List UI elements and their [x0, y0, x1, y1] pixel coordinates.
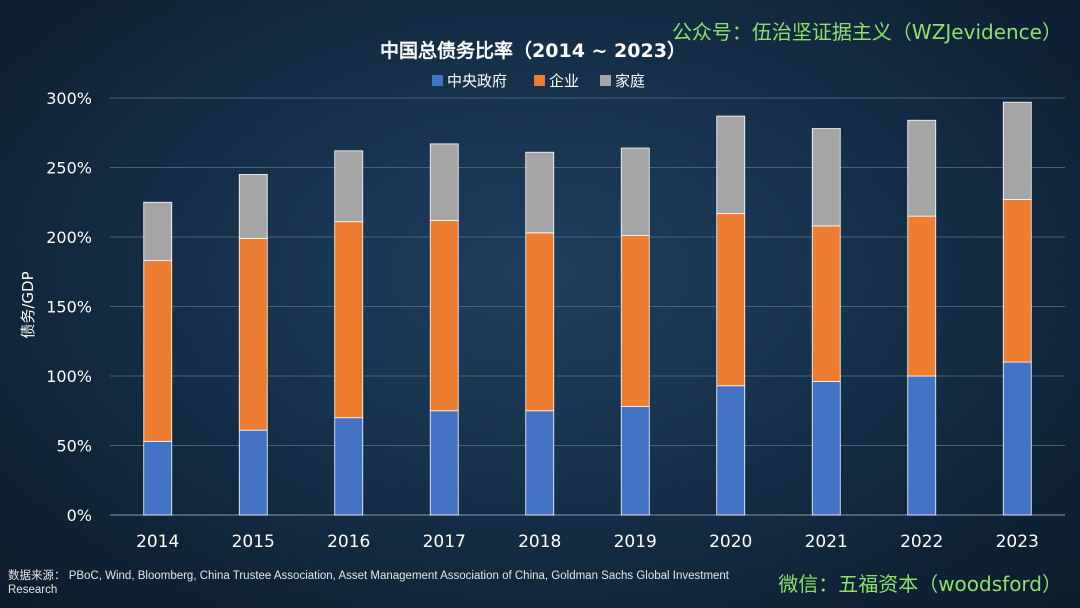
- y-tick-label: 300%: [46, 89, 92, 108]
- legend-label: 家庭: [615, 72, 645, 90]
- x-tick-label: 2014: [136, 532, 179, 552]
- y-tick-label: 200%: [46, 228, 92, 247]
- bar-segment: [716, 212, 746, 387]
- bar-segment: [811, 225, 841, 382]
- x-tick-label: 2017: [423, 532, 466, 552]
- bar-segment: [1002, 199, 1032, 363]
- x-tick-label: 2023: [996, 532, 1039, 552]
- bar-segment: [811, 128, 841, 227]
- bar-segment: [238, 237, 268, 431]
- bar-segment: [1002, 101, 1032, 200]
- x-tick-label: 2019: [614, 532, 657, 552]
- x-tick-label: 2022: [900, 532, 943, 552]
- watermark-top: 公众号：伍治坚证据主义（WZJevidence）: [671, 20, 1062, 44]
- y-tick-label: 250%: [46, 159, 92, 178]
- legend-swatch: [432, 75, 443, 86]
- x-tick-label: 2018: [518, 532, 561, 552]
- bar-segment: [334, 417, 364, 516]
- x-tick-label: 2016: [327, 532, 370, 552]
- bar-segment: [907, 215, 937, 377]
- watermark-bottom: 微信：五福资本（woodsford）: [778, 572, 1062, 596]
- y-tick-label: 50%: [56, 437, 92, 456]
- bar-segment: [143, 201, 173, 262]
- x-tick-label: 2020: [709, 532, 752, 552]
- source-note: 数据来源： PBoC, Wind, Bloomberg, China Trust…: [8, 570, 730, 596]
- gridlines: [110, 97, 1065, 516]
- bars: [143, 101, 1032, 516]
- x-tick-label: 2015: [232, 532, 275, 552]
- bar-segment: [429, 143, 459, 221]
- bar-segment: [620, 235, 650, 407]
- chart-title: 中国总债务比率（2014 ~ 2023）: [380, 39, 686, 62]
- bar-segment: [238, 429, 268, 516]
- y-tick-label: 0%: [67, 506, 92, 525]
- bar-segment: [525, 232, 555, 412]
- bar-segment: [907, 375, 937, 516]
- bar-segment: [334, 150, 364, 223]
- bar-segment: [907, 119, 937, 217]
- bar-segment: [429, 410, 459, 516]
- legend-label: 中央政府: [447, 72, 507, 90]
- chart-legend: 中央政府 企业 家庭: [432, 72, 645, 90]
- bar-segment: [143, 440, 173, 516]
- y-tick-label: 100%: [46, 367, 92, 386]
- bar-segment: [334, 221, 364, 419]
- legend-label: 企业: [549, 72, 579, 90]
- bar-segment: [716, 115, 746, 214]
- bar-segment: [525, 151, 555, 234]
- bar-segment: [429, 219, 459, 412]
- bar-segment: [811, 381, 841, 516]
- y-tick-label: 150%: [46, 298, 92, 317]
- bar-segment: [620, 406, 650, 516]
- x-axis-tick-labels: 2014 2015 2016 2017 2018 2019 2020 2021 2022 2023: [136, 532, 1039, 552]
- y-axis-tick-labels: 0% 50% 100% 150% 200% 250% 300%: [46, 89, 92, 525]
- bar-segment: [1002, 361, 1032, 516]
- legend-swatch: [534, 75, 545, 86]
- bar-segment: [525, 410, 555, 516]
- x-tick-label: 2021: [805, 532, 848, 552]
- bar-segment: [238, 174, 268, 239]
- legend-swatch: [600, 75, 611, 86]
- bar-segment: [716, 385, 746, 516]
- bar-segment: [143, 260, 173, 442]
- bar-segment: [620, 147, 650, 237]
- y-axis-label: 债务/GDP: [19, 271, 37, 338]
